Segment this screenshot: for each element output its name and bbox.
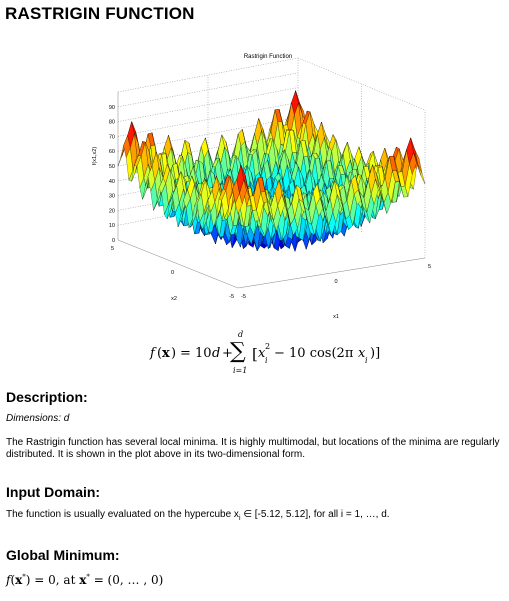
z-tick-label: 70 bbox=[109, 134, 115, 140]
grid-line bbox=[237, 257, 426, 289]
x2-tick-label: 0 bbox=[171, 270, 174, 276]
x1-tick-label: -5 bbox=[241, 294, 246, 300]
gm-tuple: = (0, … , 0) bbox=[89, 573, 164, 587]
dimensions-text: Dimensions: d bbox=[6, 413, 70, 424]
formula-x-vector: x bbox=[162, 346, 170, 361]
formula-paren-close: ) bbox=[171, 346, 177, 361]
description-heading: Description: bbox=[6, 389, 88, 405]
z-axis-label: f(x1,x2) bbox=[92, 147, 98, 166]
plot-title: Rastrigin Function bbox=[244, 54, 292, 60]
x2-axis-label: x2 bbox=[171, 296, 177, 302]
x1-axis-label: x1 bbox=[333, 314, 339, 320]
input-domain-text: The function is usually evaluated on the… bbox=[6, 509, 501, 525]
grid-line bbox=[117, 239, 239, 289]
description-text: The Rastrigin function has several local… bbox=[6, 437, 500, 460]
grid-line bbox=[117, 102, 299, 137]
gm-star: * bbox=[22, 573, 26, 581]
formula-sup-2: 2 bbox=[265, 342, 271, 351]
x2-tick-label: -5 bbox=[229, 294, 234, 300]
formula-sum-symbol: ∑ bbox=[230, 339, 246, 364]
formula-d: d bbox=[212, 346, 221, 361]
gm-eq0: ) = 0, at bbox=[25, 573, 80, 587]
formula-paren-open: ( bbox=[157, 346, 163, 361]
global-minimum-heading: Global Minimum: bbox=[6, 547, 120, 563]
z-tick-label: 0 bbox=[112, 238, 115, 244]
z-tick-label: 30 bbox=[109, 194, 115, 200]
formula-x-i: x bbox=[258, 346, 266, 361]
gm-f: f bbox=[6, 573, 11, 587]
z-tick-label: 60 bbox=[109, 149, 115, 155]
x1-tick-label: 0 bbox=[335, 279, 338, 285]
formula-bracket-open: [ bbox=[252, 345, 258, 363]
formula-sub-i-2: i bbox=[365, 356, 368, 365]
grid-line bbox=[117, 72, 299, 107]
formula-plus: + bbox=[222, 346, 233, 361]
formula-sum-lower: i=1 bbox=[233, 366, 248, 375]
z-tick-label: 40 bbox=[109, 179, 115, 185]
formula-sum-upper: d bbox=[238, 330, 244, 339]
page-title: RASTRIGIN FUNCTION bbox=[5, 4, 195, 23]
gm-star-2: * bbox=[86, 573, 90, 581]
z-tick-label: 10 bbox=[109, 223, 115, 229]
x1-tick-label: 5 bbox=[428, 264, 431, 270]
global-minimum-formula: f(x*) = 0, at x* = (0, … , 0) bbox=[6, 573, 164, 587]
surface-mesh bbox=[117, 90, 426, 252]
formula-x-i-2: x bbox=[358, 346, 366, 361]
grid-line bbox=[117, 57, 299, 93]
z-tick-label: 50 bbox=[109, 164, 115, 170]
input-domain-heading: Input Domain: bbox=[6, 484, 101, 500]
z-tick-label: 20 bbox=[109, 208, 115, 214]
input-domain-suffix: ∈ [-5.12, 5.12], for all i = 1, …, d. bbox=[240, 509, 390, 520]
gm-x-star-2: x bbox=[79, 573, 87, 587]
formula-sub-i: i bbox=[265, 356, 268, 365]
formula-close: )] bbox=[370, 346, 381, 361]
gm-x-star: x bbox=[15, 573, 23, 587]
input-domain-sub: i bbox=[238, 515, 241, 522]
grid-line bbox=[297, 57, 426, 111]
surface-patch bbox=[417, 164, 426, 185]
formula-equals-10: = 10 bbox=[180, 346, 212, 361]
rastrigin-surface-plot: Rastrigin Function 0 10 20 30 40 50 60 70 80 90 5 0… bbox=[88, 48, 453, 320]
input-domain-prefix: The function is usually evaluated on the… bbox=[6, 509, 239, 520]
z-tick-label: 80 bbox=[109, 120, 115, 126]
rastrigin-formula: f ( x ) = 10 d + d ∑ i=1 [ x i 2 − 10 co… bbox=[150, 330, 410, 376]
formula-f: f bbox=[150, 346, 155, 361]
z-tick-label: 90 bbox=[109, 105, 115, 111]
grid-line bbox=[117, 87, 299, 122]
formula-minus-cos: − 10 cos(2π bbox=[274, 346, 354, 361]
x2-tick-label: 5 bbox=[111, 246, 114, 252]
